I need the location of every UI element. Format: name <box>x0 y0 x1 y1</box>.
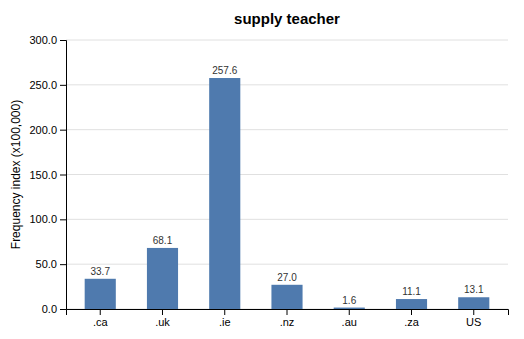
y-tick: 250.0 <box>29 79 66 91</box>
x-tick-label: US <box>466 316 481 328</box>
y-axis-line <box>60 41 67 310</box>
x-tick-label: .au <box>342 316 357 328</box>
x-tick-label: .ca <box>93 316 109 328</box>
x-tick: .uk <box>155 309 170 328</box>
x-tick-mark <box>287 309 288 315</box>
grid-line <box>66 40 508 41</box>
x-axis: .ca .uk .ie .nz .au .za US <box>67 309 509 328</box>
x-tick-mark <box>349 309 350 315</box>
grid-line <box>66 219 508 220</box>
y-tick: 200.0 <box>29 124 66 136</box>
x-tick-label: .uk <box>155 316 170 328</box>
bar <box>147 248 178 309</box>
bar <box>458 297 489 309</box>
x-tick-mark <box>411 309 412 315</box>
bars <box>85 78 490 309</box>
bar <box>334 308 365 309</box>
x-tick: .ca <box>93 309 109 328</box>
x-tick: .ie <box>219 309 231 328</box>
y-tick-label: 300.0 <box>29 34 57 46</box>
y-tick-label: 0.0 <box>42 303 57 315</box>
chart-svg: 0.0 50.0 100.0 150.0 200.0 250.0 300.0 .ca .uk .i… <box>0 0 524 339</box>
y-tick-mark <box>60 130 66 131</box>
y-axis-title: Frequency index (x100,000) <box>9 100 23 249</box>
data-labels: 33.7 68.1 257.6 27.0 1.6 11.1 13.1 <box>91 65 484 306</box>
x-tick-label: .ie <box>219 316 231 328</box>
y-tick-label: 200.0 <box>29 124 57 136</box>
bar <box>209 78 240 309</box>
grid-line <box>66 264 508 265</box>
y-tick-mark <box>60 175 66 176</box>
y-tick: 50.0 <box>36 258 66 270</box>
y-tick-label: 100.0 <box>29 213 57 225</box>
x-tick-mark <box>100 309 101 315</box>
y-axis: 0.0 50.0 100.0 150.0 200.0 250.0 300.0 <box>29 34 66 315</box>
chart-container: 0.0 50.0 100.0 150.0 200.0 250.0 300.0 .ca .uk .i… <box>0 0 524 339</box>
x-tick-label: .za <box>404 316 420 328</box>
x-tick: US <box>466 309 481 328</box>
grid-line <box>66 129 508 130</box>
x-tick: .au <box>342 309 357 328</box>
x-tick-label: .nz <box>280 316 295 328</box>
data-label: 257.6 <box>212 65 237 76</box>
x-tick-mark <box>224 309 225 315</box>
chart-title: supply teacher <box>234 10 340 27</box>
x-axis-line <box>67 310 509 316</box>
grid-line <box>66 174 508 175</box>
y-tick-label: 250.0 <box>29 79 57 91</box>
x-tick: .nz <box>280 309 295 328</box>
y-tick: 150.0 <box>29 169 66 181</box>
plot-root: 0.0 50.0 100.0 150.0 200.0 250.0 300.0 .ca .uk .i… <box>29 34 508 328</box>
data-label: 27.0 <box>277 272 297 283</box>
y-tick-mark <box>60 85 66 86</box>
y-tick: 0.0 <box>42 303 66 315</box>
data-label: 11.1 <box>402 286 421 297</box>
grid-line <box>66 84 508 85</box>
y-tick-mark <box>60 264 66 265</box>
bar <box>85 279 116 309</box>
y-tick-label: 50.0 <box>36 258 57 270</box>
y-tick-mark <box>60 219 66 220</box>
grid <box>66 40 508 309</box>
x-tick-mark <box>473 309 474 315</box>
y-tick: 100.0 <box>29 213 66 225</box>
y-tick: 300.0 <box>29 34 66 46</box>
y-tick-label: 150.0 <box>29 169 57 181</box>
x-tick: .za <box>404 309 420 328</box>
x-tick-mark <box>162 309 163 315</box>
data-label: 68.1 <box>153 235 173 246</box>
bar <box>396 299 427 309</box>
data-label: 13.1 <box>464 284 484 295</box>
data-label: 33.7 <box>91 266 111 277</box>
bar <box>271 285 302 309</box>
data-label: 1.6 <box>342 295 356 306</box>
y-tick-mark <box>60 40 66 41</box>
y-tick-mark <box>60 309 66 310</box>
